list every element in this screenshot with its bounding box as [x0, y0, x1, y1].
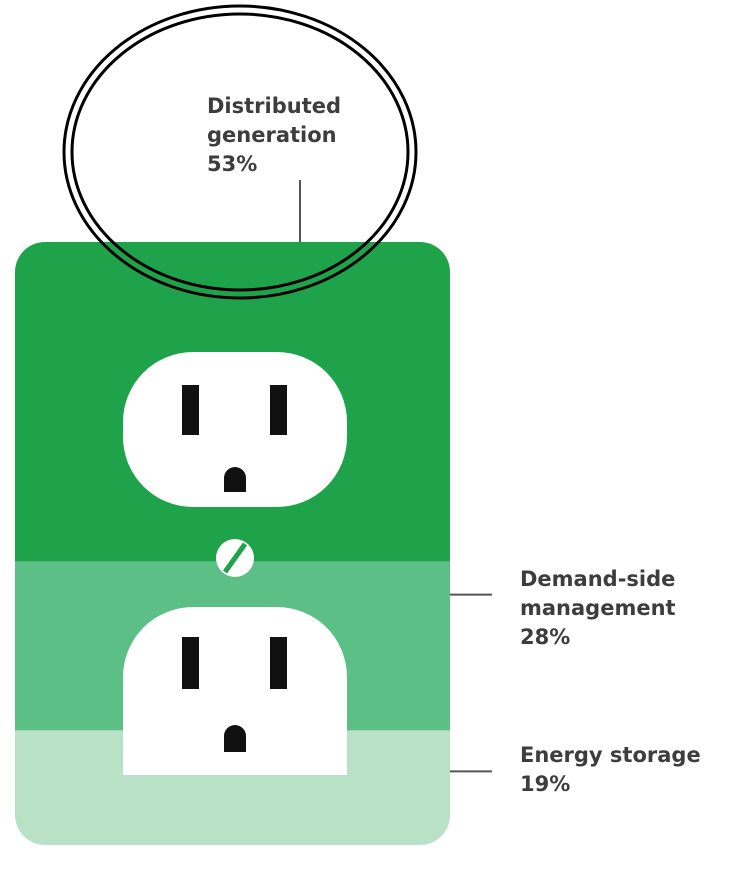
- value-label: 19%: [520, 772, 571, 797]
- upper-socket: [123, 352, 347, 507]
- category-label: Energy storage: [520, 743, 701, 768]
- screw-slot: [222, 542, 248, 574]
- slot: [182, 637, 199, 689]
- label: Distributed generation 53%: [207, 92, 397, 179]
- label: Demand-side management 28%: [520, 565, 720, 652]
- slot: [182, 385, 199, 435]
- ground-hole: [224, 467, 246, 492]
- value-label: 53%: [207, 152, 258, 176]
- label: Energy storage 19%: [520, 741, 750, 799]
- leaders: [299, 180, 492, 773]
- annotation-circle: [70, 12, 410, 292]
- ground-hole: [224, 725, 246, 752]
- annotation-circle: [62, 4, 418, 300]
- category-label: Distributed generation: [207, 94, 342, 147]
- value-label: 28%: [520, 624, 571, 649]
- lower-socket: [123, 607, 347, 775]
- category-label: Demand-side management: [520, 566, 676, 620]
- slot: [270, 385, 287, 435]
- slot: [270, 637, 287, 689]
- outlet-icon: [123, 352, 347, 775]
